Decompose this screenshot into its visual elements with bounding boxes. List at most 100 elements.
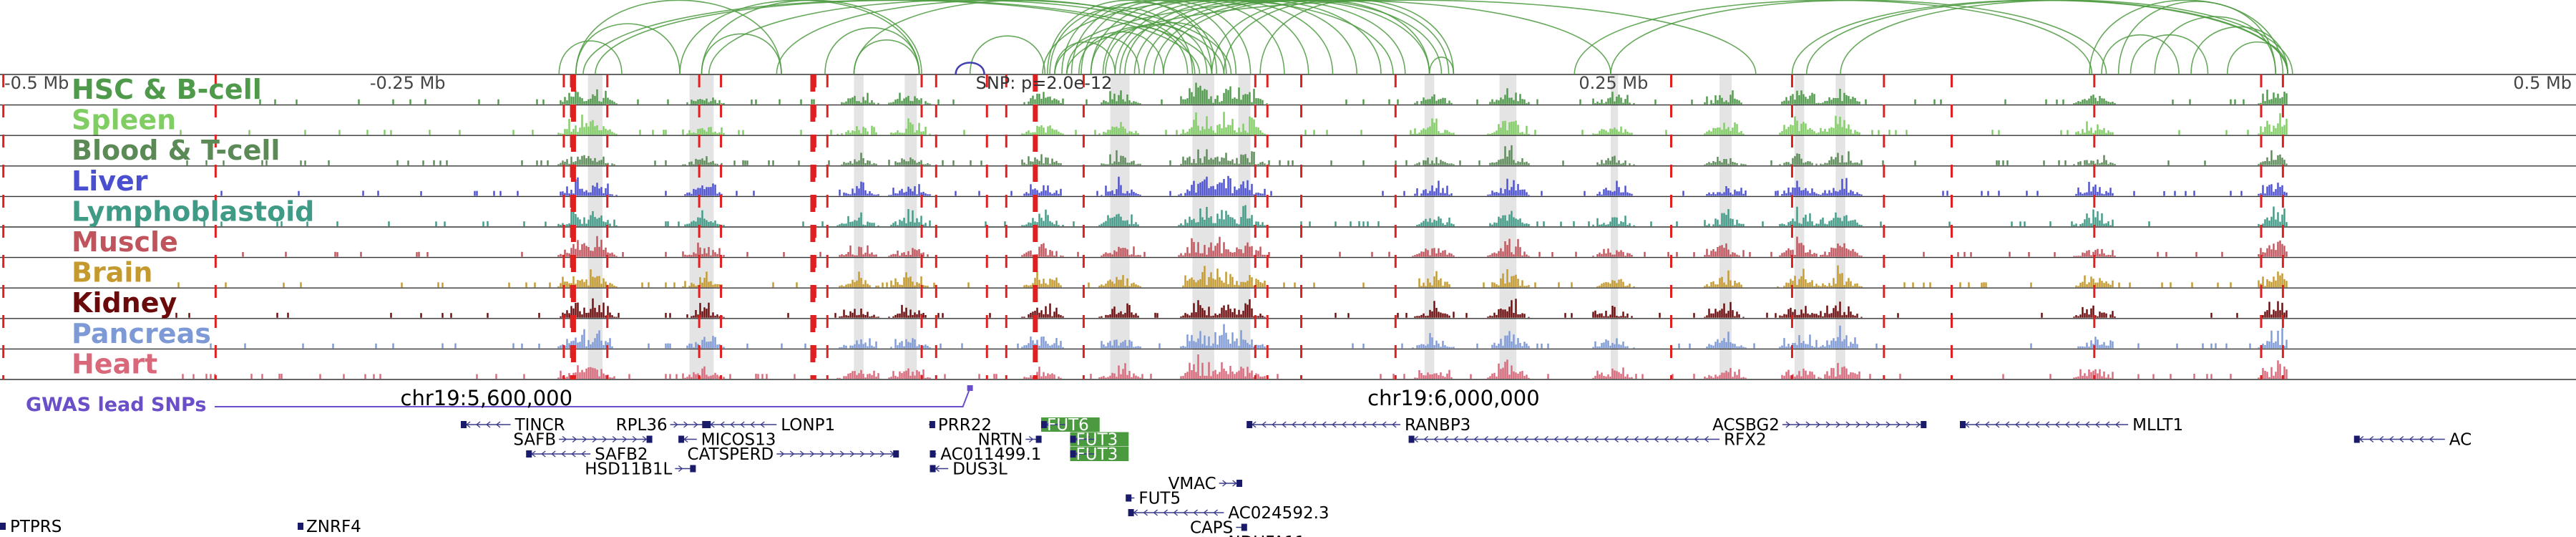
chromatin-loop (1840, 0, 2293, 75)
gene-exon (1236, 480, 1243, 487)
gene-safb: SAFB (513, 431, 653, 450)
offset-scale: -0.5 Mb -0.25 Mb 0.25 Mb 0.5 Mb (4, 73, 2572, 93)
gene-exon (646, 435, 653, 443)
gene-ac011499-1: AC011499.1 (930, 445, 1041, 464)
signal-heart (182, 354, 2288, 379)
chromatin-loop (2089, 0, 2284, 75)
gene-exon (1959, 421, 1966, 428)
gene-vmac: VMAC (1169, 475, 1243, 493)
gene-ptprs: PTPRS (0, 518, 62, 536)
gene-label: FUT3 (1076, 431, 1118, 450)
snp-arc (955, 62, 985, 75)
chromatin-loops (558, 0, 2293, 75)
gene-exon (526, 450, 532, 458)
track-label-brain: Brain (72, 257, 152, 289)
chromatin-loop (1066, 36, 1140, 75)
strand-arrows (935, 465, 940, 473)
chromatin-loop (2129, 34, 2209, 75)
gene-label: TINCR (514, 416, 565, 435)
gene-exon (1040, 421, 1047, 428)
gene-exon (1070, 450, 1076, 458)
chromatin-loop (2101, 34, 2180, 75)
signal-pancreas (210, 324, 2288, 349)
chromatin-loop (1805, 0, 2288, 75)
chromatin-loop (1042, 0, 1394, 75)
gene-exon (1241, 523, 1247, 531)
track-label-liver: Liver (72, 165, 148, 197)
gwas-connector-line (215, 387, 971, 407)
gene-prr22: PRR22 (929, 416, 992, 435)
strand-arrows (1075, 435, 1090, 443)
offset-label: 0.5 Mb (2513, 73, 2572, 93)
gene-highlight-box (1070, 447, 1129, 461)
gene-label: SAFB2 (595, 445, 648, 464)
track-label-lymphoblastoid: Lymphoblastoid (72, 195, 314, 227)
gwas-lead-snp-mark (967, 385, 973, 391)
chromatin-loop (1061, 1, 1218, 75)
signal-hsc-b-cell (259, 82, 2288, 105)
strand-arrows (678, 465, 683, 473)
gene-label: DUS3L (952, 460, 1008, 479)
chromatin-loop (1223, 0, 1450, 75)
chromatin-loop (1119, 22, 1227, 75)
gene-label: NDUFA11 (1228, 533, 1305, 537)
gene-label: MLLT1 (2132, 416, 2183, 435)
gene-label: CATSPERD (688, 445, 774, 464)
chromatin-loop (558, 40, 623, 75)
gene-label: PTPRS (10, 518, 62, 536)
ccre-markers (2, 74, 2284, 379)
strand-arrows (1785, 421, 1921, 428)
gene-safb2: SAFB2 (526, 445, 648, 464)
chromatin-loop (708, 0, 1225, 75)
gene-exon (1035, 435, 1042, 443)
gene-fut6: FUT6 (1040, 416, 1100, 435)
strand-arrows (1222, 480, 1237, 487)
chromatin-loop (679, 0, 920, 75)
gene-label: LONP1 (781, 416, 835, 435)
track-label-muscle: Muscle (72, 226, 178, 258)
gene-exon (1408, 435, 1415, 443)
gwas-lead-snps-label: GWAS lead SNPs (26, 394, 206, 416)
chromatin-loop (701, 33, 782, 75)
offset-label: -0.5 Mb (4, 73, 69, 93)
gene-ranbp3: RANBP3 (1246, 416, 1470, 435)
gene-nrtn: NRTN (978, 431, 1042, 450)
gene-tincr: TINCR (461, 416, 565, 435)
strand-arrows (1252, 421, 1397, 428)
chromatin-loop (853, 0, 1196, 75)
chromatin-loop (1090, 0, 1285, 75)
strand-arrows (1413, 435, 1709, 443)
gene-label: FUT6 (1047, 416, 1089, 435)
gene-label: AC011499.1 (940, 445, 1041, 464)
gene-acsbg2: ACSBG2 (1712, 416, 1927, 435)
gene-exon (893, 450, 899, 458)
gene-ndufa11: NDUFA11 (1228, 533, 1305, 537)
chromatin-loop (701, 0, 922, 75)
gene-rfx2: RFX2 (1408, 431, 1767, 450)
gene-znrf4: ZNRF4 (298, 518, 361, 536)
gene-fut5: FUT5 (1126, 490, 1181, 508)
chromatin-loop (853, 39, 920, 75)
track-label-blood-t-cell: Blood & T-cell (72, 135, 280, 166)
coordinate-label: chr19:5,600,000 (401, 386, 573, 410)
track-grid (0, 74, 2576, 380)
strand-arrows (562, 435, 648, 443)
gene-exon (2353, 435, 2360, 443)
signal-spleen (180, 112, 2288, 135)
gene-mllt1: MLLT1 (1959, 416, 2183, 435)
strand-arrows (673, 421, 698, 428)
strand-arrows (2358, 435, 2434, 443)
gene-ac: AC (2353, 431, 2472, 450)
gene-label: HSD11B1L (585, 460, 672, 479)
gene-label: RFX2 (1724, 431, 1767, 450)
gene-label: MICOS13 (701, 431, 776, 450)
gene-exon (1921, 421, 1927, 428)
snp-label: SNP: p=2.0e-12 (976, 73, 1113, 93)
gene-highlight-box (1040, 417, 1100, 432)
gene-label: PRR22 (938, 416, 992, 435)
chromatin-loop (582, 0, 1201, 75)
track-label-pancreas: Pancreas (72, 318, 211, 349)
gene-exon (705, 421, 711, 428)
